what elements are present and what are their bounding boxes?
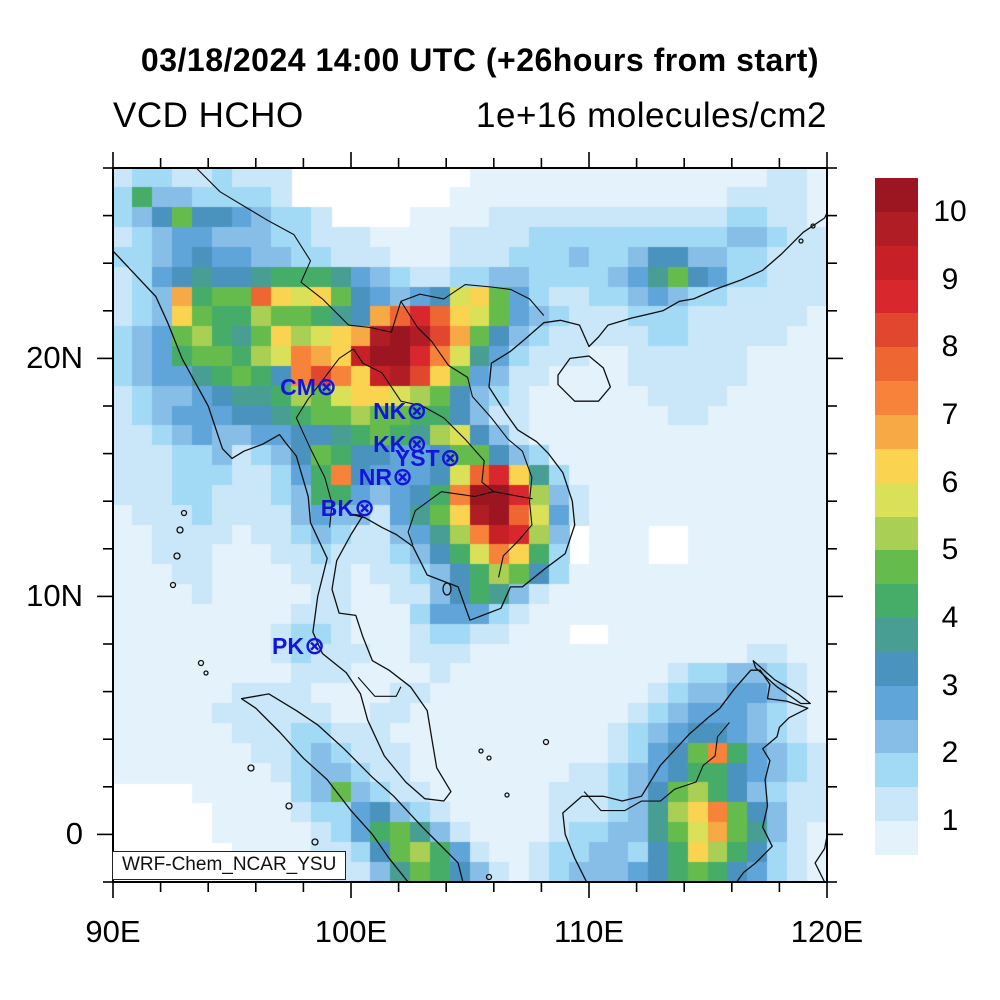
x-axis-label-120E: 120E [790, 914, 864, 949]
map-frame [112, 167, 828, 883]
colorbar-segment [875, 448, 918, 484]
station-marker-icon: ⊗ [303, 631, 325, 661]
colorbar-tick-label: 7 [941, 397, 959, 431]
colorbar-segment [875, 279, 918, 314]
coastline-palawan [752, 660, 811, 705]
x-axis-label-100E: 100E [314, 914, 388, 949]
station-nr: NR⊗ [283, 462, 413, 492]
colorbar-segment [875, 482, 918, 517]
colorbar-tick-label: 2 [941, 736, 959, 770]
station-label: NK [373, 397, 407, 424]
y-axis-label-0: 0 [65, 816, 83, 852]
variable-label: VCD HCHO [113, 96, 304, 135]
colorbar-segment [875, 685, 918, 721]
map-area: CM⊗ NK⊗ KK⊗ YST⊗ NR⊗ BK⊗ PK⊗ WRF-Chem_NCAR_YSU [97, 152, 843, 898]
map-overlay [97, 152, 843, 898]
colorbar-segment [875, 414, 918, 450]
station-marker-icon: ⊗ [406, 429, 428, 459]
colorbar-segment [875, 178, 918, 213]
coastline-mainland [112, 212, 828, 802]
colorbar-tick-label: 3 [941, 668, 959, 702]
y-axis-label-20N: 20N [26, 340, 83, 376]
colorbar-segment [875, 753, 918, 788]
station-label: KK [373, 431, 407, 458]
small-islands [169, 223, 816, 881]
subtitle-row: VCD HCHO 1e+16 molecules/cm2 [113, 96, 827, 136]
station-marker-icon: ⊗ [315, 371, 337, 401]
coastline-sulawesi [814, 835, 828, 883]
axis-ticks [97, 152, 843, 898]
coastline-borneo [562, 669, 809, 883]
model-watermark: WRF-Chem_NCAR_YSU [112, 851, 347, 880]
station-kk: KK⊗ [297, 429, 427, 459]
station-pk: PK⊗ [195, 631, 325, 661]
colorbar-tick-label: 9 [941, 262, 959, 296]
colorbar [875, 178, 918, 856]
station-label: CM [280, 373, 316, 400]
y-axis-label-10N: 10N [26, 578, 83, 614]
plot-title: 03/18/2024 14:00 UTC (+26hours from star… [140, 42, 820, 78]
station-bk: BK⊗ [245, 493, 375, 523]
colorbar-segment [875, 651, 918, 687]
colorbar-tick-label: 6 [941, 465, 959, 499]
station-label: PK [272, 633, 304, 660]
coastline-hainan [557, 355, 612, 402]
colorbar-segment [875, 313, 918, 348]
colorbar-tick-label: 5 [941, 533, 959, 567]
station-label: BK [320, 495, 354, 522]
station-label: NR [358, 464, 393, 491]
colorbar-segment [875, 245, 918, 281]
station-nk: NK⊗ [297, 396, 427, 426]
x-axis-label-110E: 110E [553, 914, 625, 949]
country-borders [195, 167, 730, 812]
station-yst: YST⊗ [331, 443, 461, 473]
station-marker-icon: ⊗ [353, 493, 375, 523]
colorbar-segment [875, 719, 918, 754]
station-label: YST [394, 445, 440, 472]
station-marker-icon: ⊗ [392, 462, 413, 492]
colorbar-segment [875, 211, 918, 247]
station-marker-icon: ⊗ [406, 395, 428, 425]
colorbar-segment [875, 516, 918, 551]
colorbar-segment [875, 787, 918, 822]
colorbar-segment [875, 347, 918, 382]
hcho-heatmap-canvas [113, 168, 827, 882]
station-cm: CM⊗ [207, 372, 337, 402]
colorbar-segment [875, 550, 918, 585]
coastline-sumatra [240, 693, 464, 883]
station-marker-icon: ⊗ [439, 443, 461, 473]
colorbar-segment [875, 381, 918, 416]
colorbar-segment [875, 618, 918, 653]
colorbar-tick-label: 4 [941, 601, 959, 635]
x-axis-label-90E: 90E [85, 914, 141, 949]
colorbar-tick-label: 1 [941, 804, 959, 838]
units-label: 1e+16 molecules/cm2 [476, 96, 827, 135]
colorbar-tick-label: 10 [933, 194, 967, 228]
colorbar-segment [875, 821, 918, 856]
colorbar-segment [875, 584, 918, 619]
colorbar-tick-label: 8 [941, 330, 959, 364]
